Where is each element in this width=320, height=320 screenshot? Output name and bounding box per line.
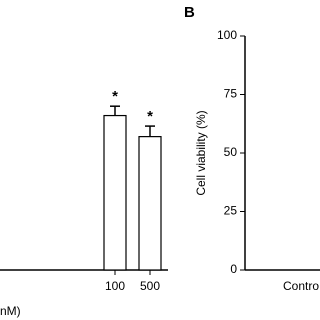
y-axis-label: Cell viability (%) — [194, 110, 208, 195]
significance-marker: * — [147, 108, 153, 125]
x-axis-label: nM) — [0, 304, 21, 318]
y-tick-label: 100 — [217, 28, 237, 42]
x-tick-label: Contro — [283, 279, 319, 293]
x-tick-label: 500 — [140, 279, 160, 293]
y-tick-label: 0 — [230, 262, 237, 276]
x-tick-label: 100 — [105, 279, 125, 293]
panel-label: B — [184, 4, 195, 21]
bar — [103, 114, 127, 271]
y-tick-label: 75 — [224, 87, 238, 101]
y-tick-label: 50 — [224, 145, 238, 159]
y-tick-label: 25 — [224, 204, 238, 218]
significance-marker: * — [112, 88, 118, 105]
bar — [138, 136, 162, 271]
